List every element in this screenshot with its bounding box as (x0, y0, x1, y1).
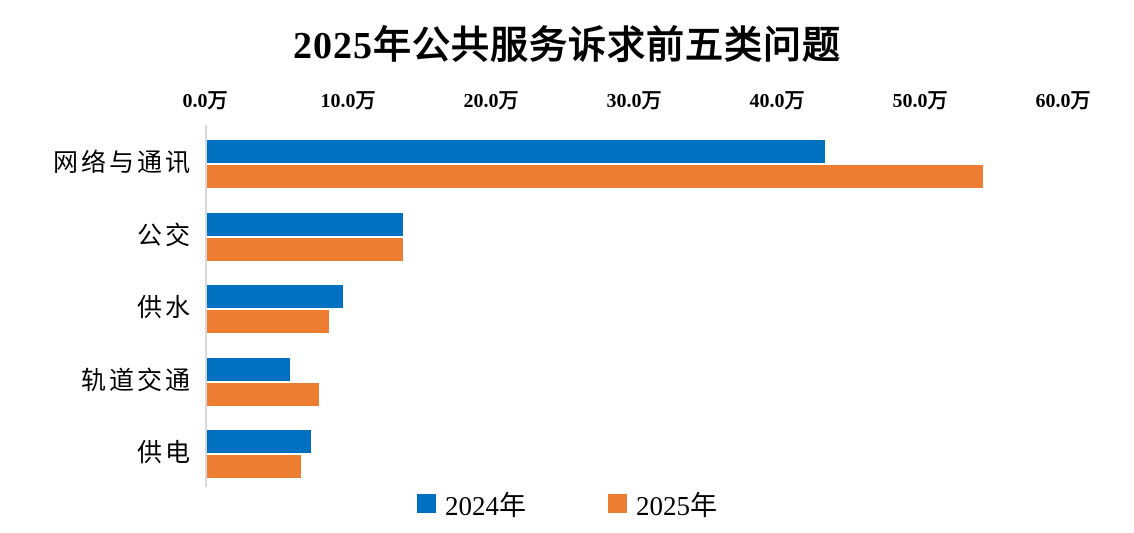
x-axis-tick-50: 50.0万 (892, 90, 948, 112)
legend-swatch-icon (608, 494, 627, 513)
bar-series-0-category-4 (207, 430, 312, 453)
category-label-3: 轨道交通 (80, 367, 193, 395)
legend: 2024年 2025年 (0, 484, 1134, 523)
category-label-1: 公交 (136, 222, 193, 250)
legend-item-0: 2024年 (417, 484, 526, 523)
x-axis-tick-40: 40.0万 (749, 90, 805, 112)
legend-label-0: 2024年 (445, 491, 526, 521)
x-axis-tick-10: 10.0万 (320, 90, 376, 112)
x-axis-tick-30: 30.0万 (606, 90, 662, 112)
bar-series-0-category-1 (207, 212, 403, 236)
bar-series-1-category-0 (207, 165, 984, 188)
bar-series-1-category-3 (207, 382, 319, 406)
legend-item-1: 2025年 (608, 484, 717, 523)
bar-series-0-category-0 (207, 140, 825, 163)
category-label-2: 供水 (136, 295, 193, 322)
bar-series-0-category-3 (207, 357, 290, 381)
bar-series-1-category-4 (207, 455, 302, 478)
bar-series-0-category-2 (207, 285, 343, 308)
legend-label-1: 2025年 (636, 491, 717, 521)
plot-area (205, 125, 1065, 487)
chart-title: 2025年公共服务诉求前五类问题 (292, 25, 841, 67)
bar-series-1-category-1 (207, 237, 403, 261)
x-axis-tick-20: 20.0万 (463, 90, 519, 112)
category-labels: 网络与通讯公交供水轨道交通供电 (0, 125, 193, 487)
bar-series-1-category-2 (207, 310, 329, 333)
category-label-4: 供电 (136, 440, 193, 467)
category-label-0: 网络与通讯 (52, 150, 193, 177)
x-axis: 0.0万 10.0万 20.0万 30.0万 40.0万 50.0万 60.0万 (183, 84, 1091, 112)
legend-swatch-icon (417, 494, 436, 513)
x-axis-tick-60: 60.0万 (1035, 90, 1091, 112)
x-axis-tick-0: 0.0万 (182, 90, 228, 112)
